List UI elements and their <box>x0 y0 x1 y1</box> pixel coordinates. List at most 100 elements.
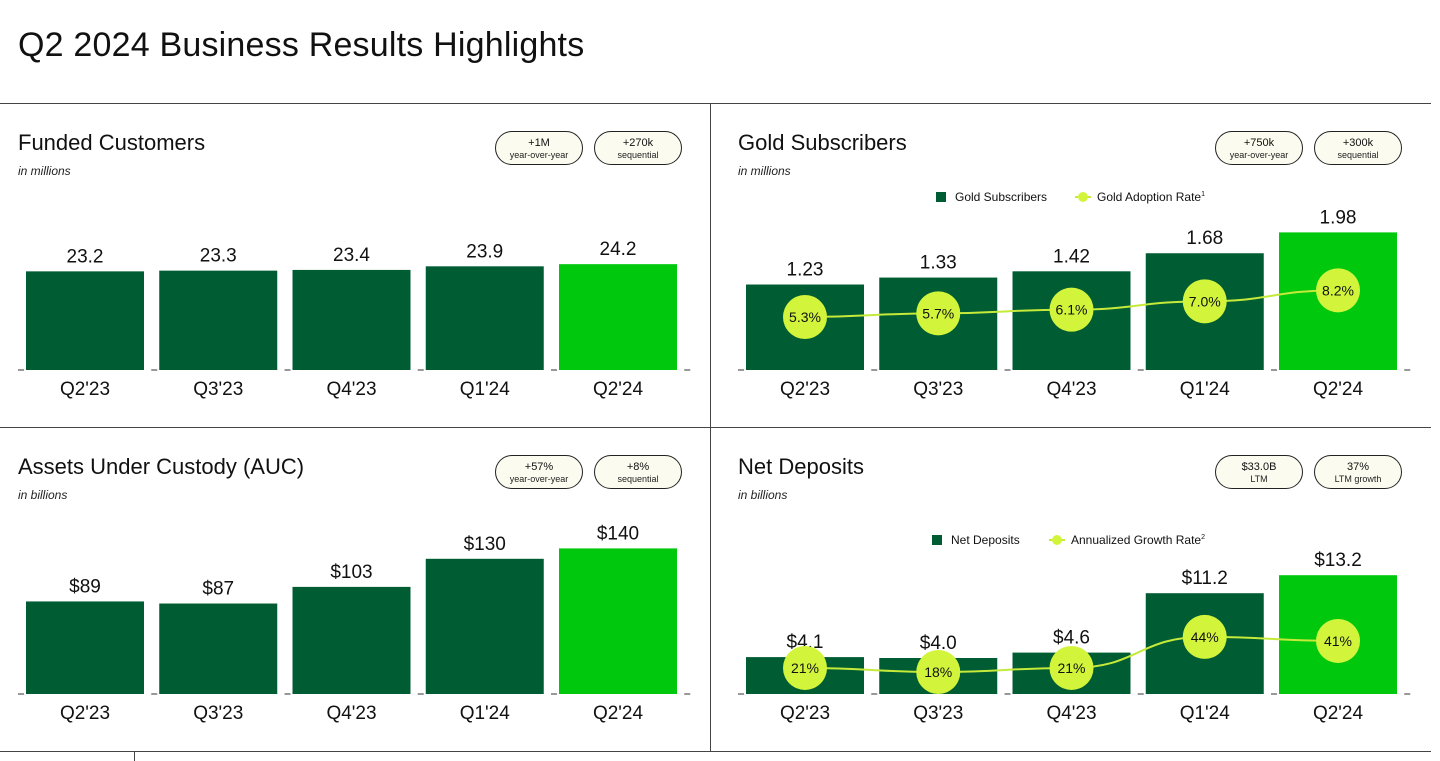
ltm-growth-badge: 37% LTM growth <box>1314 455 1402 489</box>
line-point-label: 41% <box>1324 633 1352 649</box>
legend-bar-swatch <box>936 192 946 202</box>
panel-unit: in millions <box>738 164 791 178</box>
bar-value-label: 1.42 <box>1053 246 1090 267</box>
panel-title: Funded Customers <box>18 130 206 155</box>
category-label: Q2'23 <box>60 379 110 400</box>
category-label: Q4'23 <box>1046 379 1096 400</box>
category-label: Q3'23 <box>193 379 243 400</box>
yoy-badge: +750k year-over-year <box>1215 131 1303 165</box>
badge-label: LTM <box>1250 473 1268 484</box>
bar-value-label: 23.3 <box>200 246 237 267</box>
header-divider <box>0 103 1431 104</box>
funded-customers-chart: 23.2 Q2'23 23.3 Q3'23 23.4 Q4'23 23.9 Q1'24 24.2… <box>18 239 691 400</box>
bar-value-label: 23.2 <box>67 246 104 267</box>
line-point <box>1049 287 1094 332</box>
badge-value: $33.0B <box>1241 461 1277 473</box>
bar-value-label: $103 <box>330 562 372 583</box>
bar-value-label: 1.98 <box>1320 207 1357 228</box>
line-point <box>1316 618 1360 663</box>
legend-footnote-marker: 2 <box>1201 534 1205 541</box>
category-label: Q2'24 <box>1313 379 1364 400</box>
category-label: Q3'23 <box>193 703 243 724</box>
category-label: Q2'23 <box>60 703 110 724</box>
bar <box>26 601 144 694</box>
legend-line-label: Annualized Growth Rate2 <box>1071 533 1205 547</box>
badge-label: year-over-year <box>1229 149 1289 160</box>
line-point-label: 18% <box>924 664 952 680</box>
bar <box>159 270 278 370</box>
category-label: Q2'23 <box>780 379 830 400</box>
page-title: Q2 2024 Business Results Highlights <box>18 26 585 64</box>
line-point-label: 8.2% <box>1322 282 1354 298</box>
bar-value-label: 24.2 <box>600 239 637 260</box>
category-label: Q1'24 <box>460 379 511 400</box>
bar <box>559 264 677 370</box>
category-label: Q1'24 <box>460 703 511 724</box>
line-point <box>783 645 827 690</box>
column-divider <box>710 103 711 752</box>
gold-subscribers-chart: 1.23 Q2'23 1.33 Q3'23 1.42 Q4'23 1.68 Q1'24 1.98… <box>738 190 1411 400</box>
sequential-badge: +8% sequential <box>594 455 682 489</box>
bar-value-label: $130 <box>464 534 506 555</box>
badge-label: LTM growth <box>1334 473 1382 484</box>
net-deposits-chart: $4.1 Q2'23 $4.0 Q3'23 $4.6 Q4'23 $11.2 Q1'24 $13… <box>738 533 1411 724</box>
category-label: Q2'24 <box>593 379 644 400</box>
line-point-label: 44% <box>1191 629 1219 645</box>
badge-value: +8% <box>626 461 650 473</box>
panel-funded-customers: Funded Customers in millions +1M year-ov… <box>0 104 711 427</box>
panel-net-deposits: Net Deposits in billions $33.0B LTM 37% … <box>720 428 1431 751</box>
yoy-badge: +57% year-over-year <box>495 455 583 489</box>
panel-title: Gold Subscribers <box>738 130 907 155</box>
bar <box>425 558 544 694</box>
row-divider <box>0 427 1431 428</box>
line-point <box>1049 645 1094 690</box>
bar-value-label: $87 <box>202 579 234 600</box>
bar-value-label: 1.68 <box>1186 228 1223 249</box>
line-point <box>1182 279 1227 324</box>
line-point-label: 6.1% <box>1056 302 1088 318</box>
category-label: Q2'23 <box>780 703 830 724</box>
badge-value: 37% <box>1346 461 1370 473</box>
badge-label: sequential <box>617 149 659 160</box>
badge-value: +750k <box>1243 137 1275 149</box>
panel-title: Assets Under Custody (AUC) <box>18 454 305 479</box>
badge-value: +270k <box>622 137 654 149</box>
panel-unit: in billions <box>738 488 788 502</box>
bottom-divider <box>0 751 1431 752</box>
bar-value-label: $140 <box>597 523 639 544</box>
legend-line-dot <box>1052 535 1062 545</box>
panel-title: Net Deposits <box>738 454 864 479</box>
bar-value-label: 23.9 <box>466 241 503 262</box>
panel-gold-subscribers: Gold Subscribers in millions +750k year-… <box>720 104 1431 427</box>
bar <box>292 586 411 694</box>
badge-label: sequential <box>1337 149 1379 160</box>
line-point <box>916 650 961 694</box>
badge-value: +1M <box>528 137 550 149</box>
legend-line-label: Gold Adoption Rate1 <box>1097 190 1205 204</box>
line-point-label: 21% <box>791 660 819 676</box>
category-label: Q4'23 <box>326 379 376 400</box>
line-point-label: 21% <box>1057 660 1085 676</box>
bar <box>159 603 278 694</box>
bar-value-label: 1.33 <box>920 253 957 274</box>
line-point-label: 5.3% <box>789 309 821 325</box>
bar-value-label: $4.6 <box>1053 628 1090 649</box>
legend-bar-swatch <box>932 535 942 545</box>
category-label: Q3'23 <box>913 703 963 724</box>
line-point-label: 5.7% <box>922 305 954 321</box>
yoy-badge: +1M year-over-year <box>495 131 583 165</box>
panel-assets-under-custody: Assets Under Custody (AUC) in billions +… <box>0 428 711 751</box>
category-label: Q4'23 <box>326 703 376 724</box>
auc-chart: $89 Q2'23 $87 Q3'23 $103 Q4'23 $130 Q1'24 $140 Q2… <box>18 523 691 724</box>
category-label: Q1'24 <box>1180 379 1231 400</box>
bar <box>292 269 411 370</box>
badge-value: +57% <box>524 461 554 473</box>
bar-value-label: 1.23 <box>787 260 824 281</box>
category-label: Q1'24 <box>1180 703 1231 724</box>
line-point <box>916 291 961 336</box>
badge-label: sequential <box>617 473 659 484</box>
bar-value-label: $13.2 <box>1314 550 1362 571</box>
category-label: Q2'24 <box>1313 703 1364 724</box>
sequential-badge: +300k sequential <box>1314 131 1402 165</box>
category-label: Q2'24 <box>593 703 644 724</box>
